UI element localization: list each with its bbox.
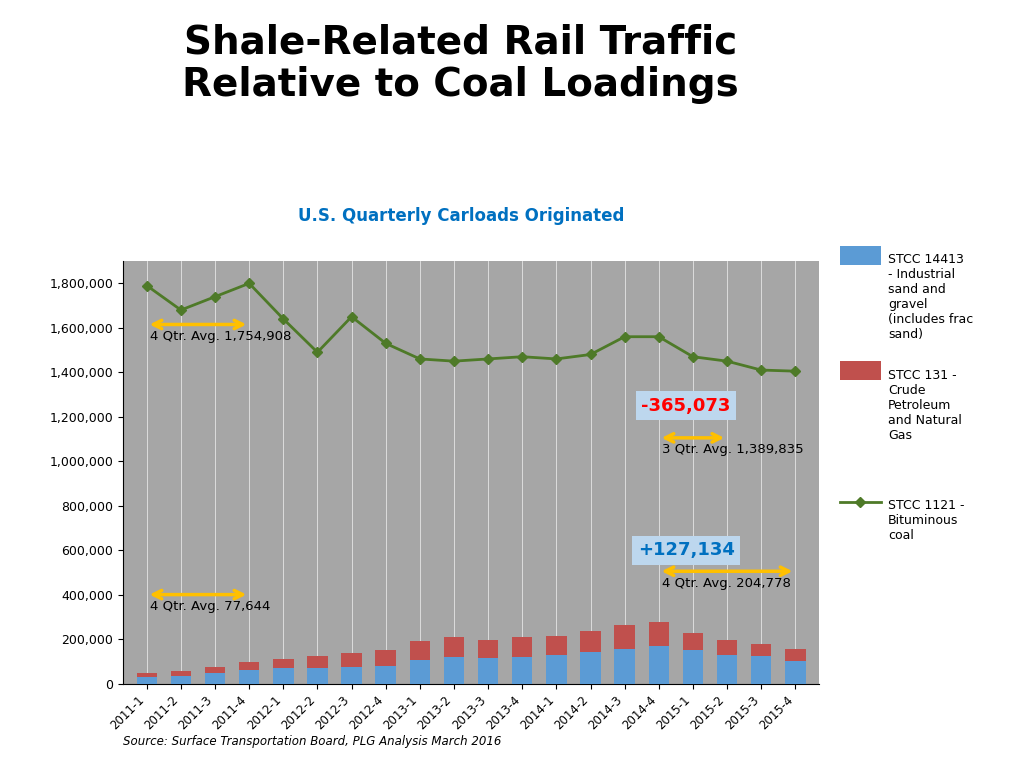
Text: 4 Qtr. Avg. 77,644: 4 Qtr. Avg. 77,644 <box>151 600 270 613</box>
Bar <box>443 637 464 657</box>
Bar <box>614 624 635 649</box>
Bar <box>376 650 396 666</box>
Text: STCC 14413
- Industrial
sand and
gravel
(includes frac
sand): STCC 14413 - Industrial sand and gravel … <box>888 253 973 342</box>
Bar <box>307 656 328 667</box>
Bar <box>648 646 669 684</box>
Bar <box>648 622 669 646</box>
Text: 3 Qtr. Avg. 1,389,835: 3 Qtr. Avg. 1,389,835 <box>663 443 804 456</box>
Bar <box>546 654 566 684</box>
Bar <box>512 657 532 684</box>
Bar <box>478 641 499 658</box>
Bar <box>205 673 225 684</box>
Bar <box>341 667 361 684</box>
Bar <box>581 652 601 684</box>
Bar <box>171 676 191 684</box>
Bar <box>614 649 635 684</box>
Bar <box>785 649 806 661</box>
Text: U.S. Quarterly Carloads Originated: U.S. Quarterly Carloads Originated <box>298 207 624 225</box>
Bar <box>239 662 259 670</box>
Bar <box>171 671 191 676</box>
Bar <box>136 677 157 684</box>
Bar <box>273 668 294 684</box>
Bar <box>581 631 601 652</box>
Bar <box>239 670 259 684</box>
Text: +127,134: +127,134 <box>638 541 734 559</box>
Bar <box>205 667 225 673</box>
Text: STCC 1121 -
Bituminous
coal: STCC 1121 - Bituminous coal <box>888 499 965 542</box>
Text: STCC 131 -
Crude
Petroleum
and Natural
Gas: STCC 131 - Crude Petroleum and Natural G… <box>888 369 962 442</box>
Text: Shale-Related Rail Traffic
Relative to Coal Loadings: Shale-Related Rail Traffic Relative to C… <box>182 23 739 104</box>
Text: Source: Surface Transportation Board, PLG Analysis March 2016: Source: Surface Transportation Board, PL… <box>123 735 502 748</box>
Bar <box>307 667 328 684</box>
Bar <box>751 656 771 684</box>
Bar <box>273 659 294 668</box>
Bar <box>512 637 532 657</box>
Bar <box>136 673 157 677</box>
Bar <box>341 653 361 667</box>
Bar <box>683 634 703 650</box>
Text: -365,073: -365,073 <box>641 396 731 415</box>
Bar <box>546 636 566 654</box>
Bar <box>751 644 771 656</box>
Bar <box>376 666 396 684</box>
Bar <box>717 641 737 654</box>
Text: 4 Qtr. Avg. 1,754,908: 4 Qtr. Avg. 1,754,908 <box>151 330 292 343</box>
Bar <box>785 661 806 684</box>
Bar <box>443 657 464 684</box>
Bar <box>410 641 430 660</box>
Text: 4 Qtr. Avg. 204,778: 4 Qtr. Avg. 204,778 <box>663 577 792 590</box>
Bar <box>717 654 737 684</box>
Bar <box>683 650 703 684</box>
Bar <box>478 658 499 684</box>
Bar <box>410 660 430 684</box>
